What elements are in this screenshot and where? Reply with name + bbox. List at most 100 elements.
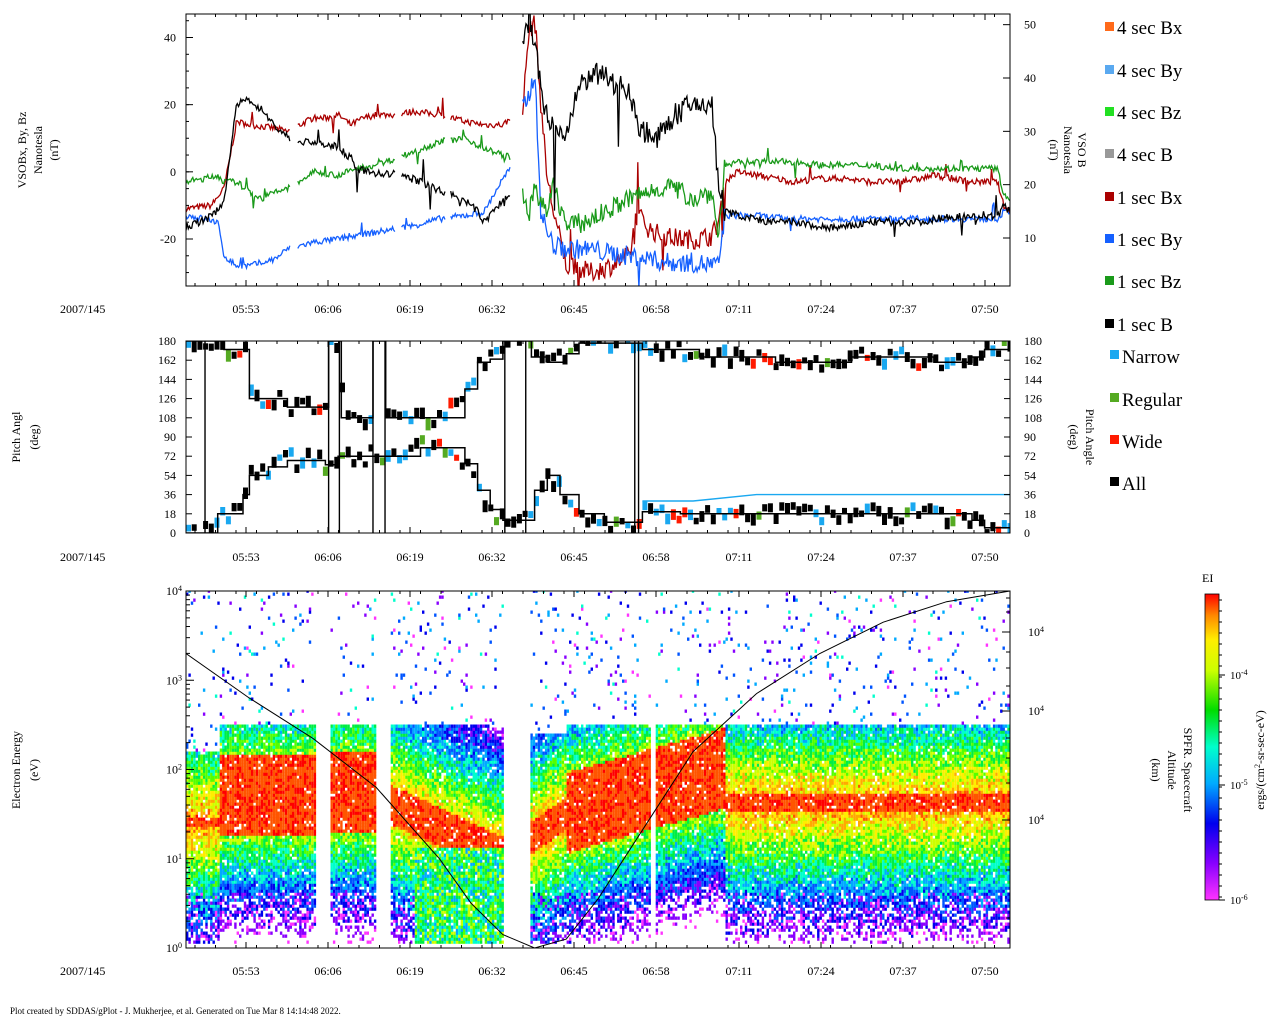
spectrogram-cell bbox=[258, 842, 260, 845]
spectrogram-cell bbox=[220, 800, 222, 803]
spectrogram-cell bbox=[364, 869, 366, 872]
spectrogram-cell bbox=[304, 791, 306, 794]
pitch-patch bbox=[745, 513, 750, 522]
spectrogram-cell bbox=[244, 893, 246, 896]
spectrogram-cell bbox=[357, 848, 359, 851]
spectrogram-cell bbox=[220, 749, 222, 752]
spectrogram-cell bbox=[227, 872, 229, 875]
spectrogram-cell bbox=[213, 767, 215, 770]
spectrogram-cell bbox=[278, 773, 280, 776]
spectrogram-cell bbox=[294, 773, 296, 776]
spectrogram-cell bbox=[266, 872, 268, 875]
spectrogram-cell bbox=[297, 830, 299, 833]
spectrogram-cell bbox=[232, 890, 234, 893]
spectrogram-cell bbox=[205, 785, 207, 788]
spectrogram-cell bbox=[297, 875, 299, 878]
spectrogram-cell bbox=[229, 878, 231, 881]
spectrogram-cell bbox=[299, 758, 301, 761]
pitch-patch bbox=[483, 362, 488, 371]
spectrogram-cell bbox=[229, 731, 231, 734]
spectrogram-cell bbox=[282, 884, 284, 887]
spectrogram-cell bbox=[201, 776, 203, 779]
spectrogram-cell bbox=[302, 836, 304, 839]
spectrogram-cell bbox=[258, 914, 260, 917]
spectrogram-cell bbox=[246, 725, 248, 728]
spectrogram-cell bbox=[222, 848, 224, 851]
spectrogram-cell bbox=[191, 815, 193, 818]
spectrogram-cell bbox=[263, 755, 265, 758]
spectrogram-cell bbox=[261, 863, 263, 866]
spectrogram-cell bbox=[338, 914, 340, 917]
spectrogram-cell bbox=[338, 815, 340, 818]
spectrogram-cell bbox=[350, 794, 352, 797]
spectrogram-cell bbox=[239, 791, 241, 794]
spectrogram-cell bbox=[355, 815, 357, 818]
spectrogram-cell bbox=[290, 821, 292, 824]
spectrogram-cell bbox=[294, 848, 296, 851]
spectrogram-cell bbox=[237, 860, 239, 863]
spectrogram-cell bbox=[306, 788, 308, 791]
spectrogram-cell bbox=[299, 815, 301, 818]
spectrogram-cell bbox=[355, 803, 357, 806]
spectrogram-cell bbox=[213, 818, 215, 821]
spectrogram-cell bbox=[299, 764, 301, 767]
spectrogram-cell bbox=[217, 791, 219, 794]
spectrogram-cell bbox=[258, 866, 260, 869]
spectrogram-cell bbox=[340, 692, 342, 695]
spectrogram-cell bbox=[278, 827, 280, 830]
spectrogram-cell bbox=[227, 770, 229, 773]
spectrogram-cell bbox=[311, 767, 313, 770]
spectrogram-cell bbox=[205, 788, 207, 791]
spectrogram-cell bbox=[345, 767, 347, 770]
spectrogram-cell bbox=[335, 887, 337, 890]
spectrogram-cell bbox=[345, 887, 347, 890]
spectrogram-cell bbox=[237, 824, 239, 827]
spectrogram-cell bbox=[256, 728, 258, 731]
spectrogram-cell bbox=[201, 854, 203, 857]
spectrogram-cell bbox=[258, 878, 260, 881]
spectrogram-cell bbox=[237, 776, 239, 779]
pitch-patch bbox=[460, 463, 465, 470]
pitch-patch bbox=[426, 447, 431, 456]
spectrogram-cell bbox=[263, 758, 265, 761]
spectrogram-cell bbox=[225, 845, 227, 848]
spectrogram-cell bbox=[237, 899, 239, 902]
spectrogram-cell bbox=[352, 755, 354, 758]
spectrogram-cell bbox=[239, 809, 241, 812]
spectrogram-cell bbox=[258, 872, 260, 875]
spectrogram-cell bbox=[237, 881, 239, 884]
spectrogram-cell bbox=[210, 725, 212, 728]
spectrogram-cell bbox=[246, 782, 248, 785]
spectrogram-cell bbox=[306, 809, 308, 812]
spectrogram-cell bbox=[302, 737, 304, 740]
spectrogram-cell bbox=[266, 725, 268, 728]
spectrogram-cell bbox=[191, 782, 193, 785]
spectrogram-cell bbox=[201, 827, 203, 830]
spectrogram-cell bbox=[311, 773, 313, 776]
spectrogram-cell bbox=[362, 833, 364, 836]
spectrogram-cell bbox=[227, 830, 229, 833]
spectrogram-cell bbox=[253, 896, 255, 899]
spectrogram-cell bbox=[251, 815, 253, 818]
spectrogram-cell bbox=[217, 836, 219, 839]
spectrogram-cell bbox=[261, 833, 263, 836]
spectrogram-cell bbox=[241, 794, 243, 797]
spectrogram-cell bbox=[335, 836, 337, 839]
spectrogram-cell bbox=[299, 830, 301, 833]
spectrogram-cell bbox=[347, 773, 349, 776]
spectrogram-cell bbox=[210, 758, 212, 761]
spectrogram-cell bbox=[215, 815, 217, 818]
spectrogram-cell bbox=[367, 698, 369, 701]
spectrogram-cell bbox=[273, 881, 275, 884]
spectrogram-cell bbox=[364, 782, 366, 785]
spectrogram-cell bbox=[256, 806, 258, 809]
spectrogram-cell bbox=[222, 767, 224, 770]
spectrogram-cell bbox=[244, 821, 246, 824]
pitch-patch bbox=[197, 536, 202, 546]
spectrogram-cell bbox=[237, 809, 239, 812]
spectrogram-cell bbox=[188, 758, 190, 761]
spectrogram-cell bbox=[188, 848, 190, 851]
spectrogram-cell bbox=[203, 899, 205, 902]
spectrogram-cell bbox=[239, 752, 241, 755]
spectrogram-cell bbox=[309, 851, 311, 854]
